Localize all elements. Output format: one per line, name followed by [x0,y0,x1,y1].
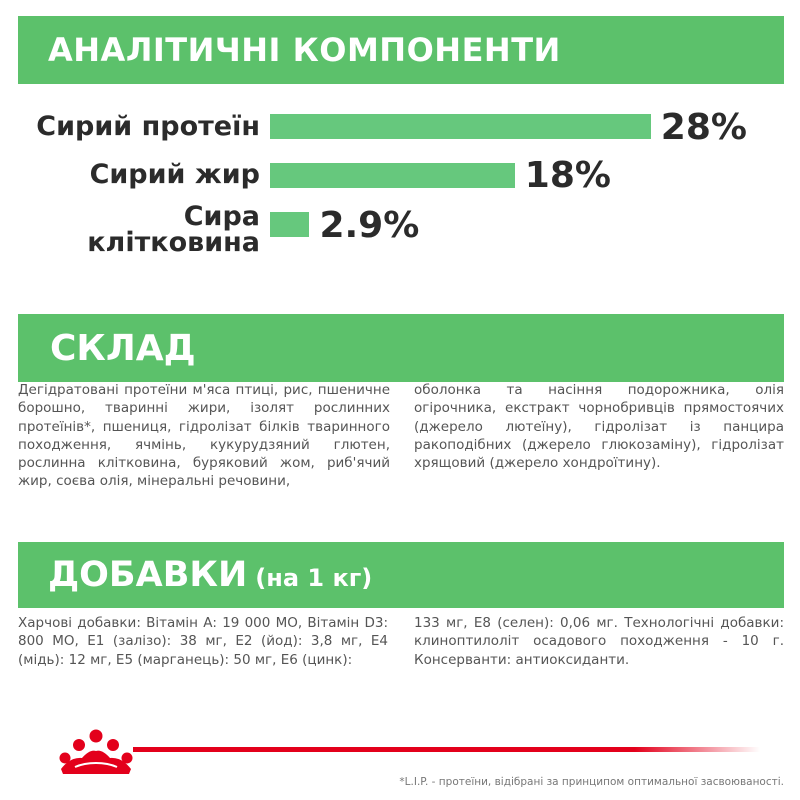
nutrient-label-fibre: Сира клітковина [87,201,260,258]
nutrient-bar-fibre [270,212,310,237]
nutrient-value-fat: 18% [524,155,611,196]
composition-banner: СКЛАД [18,314,784,382]
additives-title: ДОБАВКИ [48,555,248,595]
nutrient-label-fibre-line1: Сира [183,201,260,232]
additives-text-col1: Харчові добавки: Вітамін А: 19 000 МО, В… [18,615,388,668]
royal-crown-icon [59,729,133,774]
footnote: *L.I.P. - протеїни, відібрані за принцип… [399,776,784,788]
nutrient-value-protein: 28% [660,107,747,148]
brand-red-line [133,747,760,752]
nutrient-bar-fat [270,163,515,188]
additives-banner: ДОБАВКИ (на 1 кг) [18,542,784,608]
nutrient-label-fibre-line2: клітковина [87,227,260,258]
nutrient-label-protein: Сирий протеїн [36,111,260,142]
nutrient-value-fibre: 2.9% [319,205,420,246]
composition-text-col2: оболонка та насіння подорожника, олія ог… [414,382,784,472]
nutrient-label-fat: Сирий жир [89,159,260,190]
additives-unit: (на 1 кг) [255,564,373,592]
analytical-components-title: АНАЛІТИЧНІ КОМПОНЕНТИ [48,31,561,69]
composition-title: СКЛАД [50,327,196,369]
nutrient-bar-protein [270,114,651,139]
analytical-components-banner: АНАЛІТИЧНІ КОМПОНЕНТИ [18,16,784,84]
additives-text-col2: 133 мг, Е8 (селен): 0,06 мг. Технологічн… [414,615,784,668]
composition-text-col1: Дегідратовані протеїни м'яса птиці, рис,… [18,382,390,490]
